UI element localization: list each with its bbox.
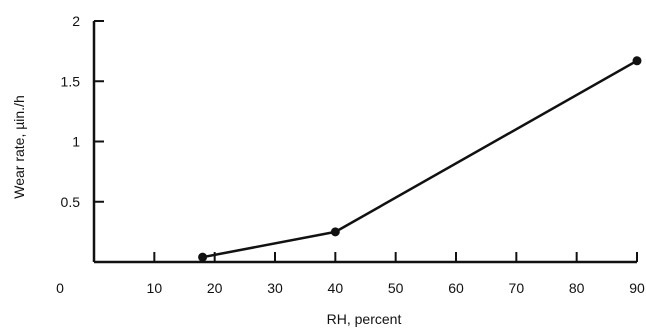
x-tick-label: 70 xyxy=(509,280,525,296)
x-axis-title: RH, percent xyxy=(327,311,402,327)
x-tick-label: 10 xyxy=(147,280,163,296)
ticks: 10 20 30 40 50 60 70 80 90 0 0.5 1 1.5 2 xyxy=(56,13,645,296)
data-point xyxy=(632,56,642,66)
x-tick-label: 30 xyxy=(267,280,283,296)
x-tick-label: 60 xyxy=(448,280,464,296)
data-point xyxy=(198,252,208,262)
y-axis-title: Wear rate, µin./h xyxy=(11,95,27,199)
x-tick-label: 20 xyxy=(207,280,223,296)
x-tick-label: 90 xyxy=(629,280,645,296)
x-tick-label: 50 xyxy=(388,280,404,296)
axes xyxy=(92,21,637,264)
x-tick-label: 80 xyxy=(569,280,585,296)
y-tick-label: 0.5 xyxy=(61,194,81,210)
data-point xyxy=(330,227,340,237)
series-line xyxy=(202,59,638,259)
origin-label: 0 xyxy=(56,280,64,296)
x-tick-label: 40 xyxy=(328,280,344,296)
series-layer xyxy=(198,56,642,262)
y-tick-label: 2 xyxy=(72,13,80,29)
y-tick-label: 1 xyxy=(72,134,80,150)
y-tick-label: 1.5 xyxy=(61,73,81,89)
